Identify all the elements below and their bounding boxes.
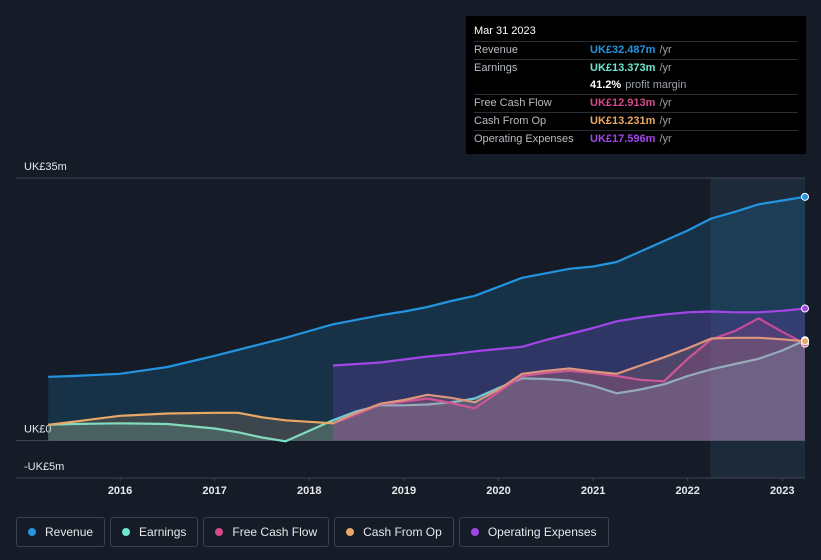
tooltip-label: Free Cash Flow — [474, 97, 552, 109]
end-marker — [801, 337, 809, 346]
legend-dot — [28, 528, 36, 536]
y-tick-label: UK£35m — [24, 161, 67, 173]
series-line — [48, 195, 806, 378]
x-tick-label: 2022 — [675, 485, 699, 497]
series-line — [332, 317, 806, 425]
tooltip-label: Revenue — [474, 44, 519, 56]
series-area — [332, 308, 805, 441]
tooltip-row: Revenue UK£32.487m/yr — [474, 41, 798, 59]
tooltip-row: 41.2% profit margin — [474, 77, 798, 94]
legend-item[interactable]: Cash From Op — [334, 517, 454, 547]
tooltip-value: UK£12.913m — [590, 97, 656, 109]
tooltip: Mar 31 2023 Revenue UK£32.487m/yr Earnings… — [466, 16, 806, 154]
x-tick-label: 2019 — [392, 485, 416, 497]
legend-dot — [122, 528, 131, 536]
legend-label: Cash From Op — [363, 525, 442, 539]
tooltip-unit: /yr — [659, 97, 672, 109]
x-tick-label: 2017 — [202, 485, 226, 497]
legend-dot — [346, 528, 355, 536]
tooltip-value: UK£13.373m — [590, 62, 656, 74]
tooltip-row: Operating Expenses UK£17.596m/yr — [474, 130, 798, 148]
x-tick-label: 2018 — [297, 485, 321, 497]
tooltip-label — [474, 77, 590, 94]
legend-label: Free Cash Flow — [232, 525, 318, 539]
legend-label: Operating Expenses — [487, 525, 597, 539]
tooltip-label: Operating Expenses — [474, 133, 574, 145]
tooltip-row: Free Cash Flow UK£12.913m/yr — [474, 94, 798, 112]
series-area — [48, 196, 805, 441]
series-line — [48, 336, 806, 426]
y-tick-label: -UK£5m — [24, 461, 64, 473]
tooltip-row: Earnings UK£13.373m/yr — [474, 59, 798, 77]
end-marker — [801, 192, 809, 201]
x-tick-label: 2021 — [581, 485, 605, 497]
tooltip-date: Mar 31 2023 — [474, 25, 536, 37]
highlight-band — [710, 178, 805, 478]
tooltip-unit: profit margin — [625, 79, 687, 91]
legend-item[interactable]: Operating Expenses — [458, 517, 609, 547]
series-area — [332, 318, 805, 441]
tooltip-unit: /yr — [659, 133, 672, 145]
tooltip-unit: /yr — [659, 44, 672, 56]
legend-item[interactable]: Earnings — [110, 517, 199, 547]
series-area — [48, 340, 805, 442]
tooltip-value: UK£32.487m — [590, 44, 656, 56]
y-tick-label: UK£0 — [24, 423, 52, 435]
legend-dot — [215, 528, 224, 536]
legend-item[interactable]: Free Cash Flow — [203, 517, 330, 547]
tooltip-value: 41.2% — [590, 79, 622, 91]
tooltip-value: UK£17.596m — [590, 133, 656, 145]
tooltip-row: Cash From Op UK£13.231m/yr — [474, 112, 798, 130]
legend-label: Revenue — [45, 525, 94, 539]
tooltip-label: Cash From Op — [474, 115, 547, 127]
tooltip-unit: /yr — [659, 115, 672, 127]
x-tick-label: 2023 — [770, 485, 794, 497]
x-tick-label: 2016 — [108, 485, 132, 497]
tooltip-value: UK£13.231m — [590, 115, 656, 127]
legend-item[interactable]: Revenue — [16, 517, 106, 547]
series-area — [48, 337, 805, 441]
tooltip-label: Earnings — [474, 62, 518, 74]
tooltip-unit: /yr — [659, 62, 672, 74]
legend-dot — [470, 528, 479, 536]
chart: -UK£5m UK£0 UK£35m 2016 2017 2018 2019 2020 2021… — [16, 161, 809, 497]
legend-label: Earnings — [139, 525, 187, 539]
x-tick-label: 2020 — [486, 485, 510, 497]
end-marker — [801, 304, 809, 313]
legend: Revenue Earnings Free Cash Flow Cash From O… — [16, 517, 609, 547]
series-line — [332, 307, 806, 367]
